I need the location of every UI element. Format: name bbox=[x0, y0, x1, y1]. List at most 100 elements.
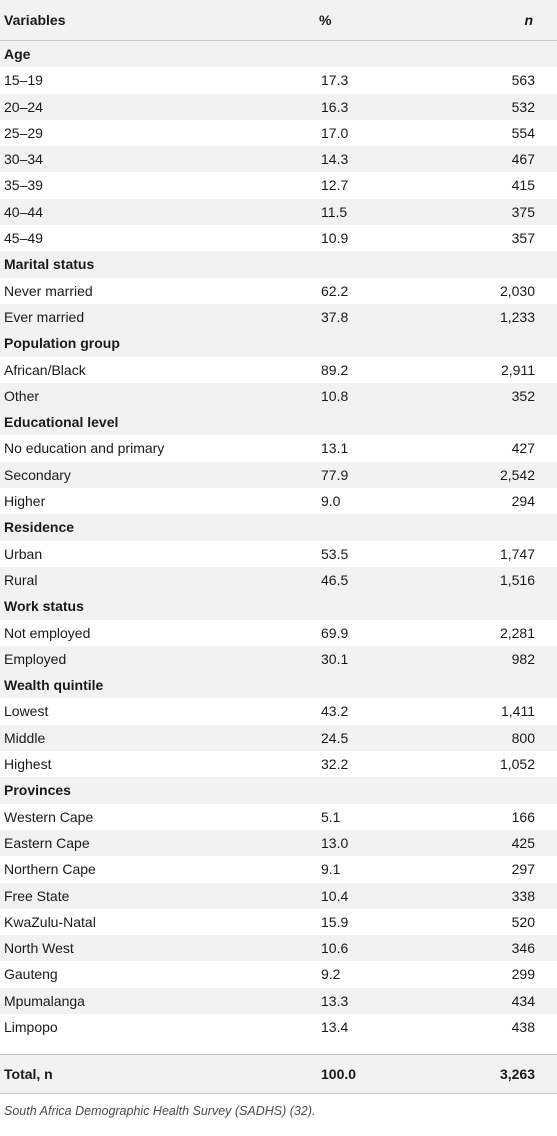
table-row: Mpumalanga 13.3 434 bbox=[0, 987, 557, 1014]
table-header-row: Variables % n bbox=[0, 0, 557, 41]
row-n: 2,281 bbox=[499, 624, 535, 641]
row-percent: 69.9 bbox=[321, 624, 349, 641]
spacer-cell bbox=[0, 1040, 557, 1056]
header-variables: Variables bbox=[0, 0, 215, 41]
table-row: Not employed 69.9 2,281 bbox=[0, 620, 557, 646]
row-percent: 10.4 bbox=[215, 882, 375, 909]
table-row: Rural 46.5 1,516 bbox=[0, 566, 557, 594]
row-n: 563 bbox=[511, 72, 535, 89]
group-label: Educational level bbox=[0, 409, 557, 436]
row-n: 338 bbox=[375, 882, 557, 909]
row-percent: 37.8 bbox=[215, 303, 375, 331]
row-n: 346 bbox=[375, 935, 557, 962]
row-variable: Eastern Cape bbox=[0, 829, 215, 857]
row-percent: 11.5 bbox=[215, 198, 375, 226]
row-n: 554 bbox=[511, 124, 535, 141]
table-row: African/Black 89.2 2,911 bbox=[0, 357, 557, 383]
group-row: Educational level bbox=[0, 409, 557, 436]
row-percent: 14.3 bbox=[215, 146, 375, 173]
row-n: 434 bbox=[375, 987, 557, 1014]
row-percent: 10.6 bbox=[215, 935, 375, 962]
row-n: 294 bbox=[511, 493, 535, 510]
table-row: Never married 62.2 2,030 bbox=[0, 278, 557, 304]
row-n: 297 bbox=[511, 861, 535, 878]
row-n: 2,030 bbox=[499, 282, 535, 299]
row-percent: 9.0 bbox=[321, 493, 341, 510]
total-label: Total, n bbox=[0, 1054, 215, 1095]
row-variable: Ever married bbox=[0, 303, 215, 331]
row-variable: Not employed bbox=[4, 624, 91, 641]
spacer-row bbox=[0, 1040, 557, 1056]
table-row: Urban 53.5 1,747 bbox=[0, 541, 557, 567]
row-n: 1,747 bbox=[499, 545, 535, 562]
row-variable: 15–19 bbox=[4, 72, 43, 89]
header-n: n bbox=[375, 0, 557, 41]
group-row: Work status bbox=[0, 593, 557, 620]
table-footnote: South Africa Demographic Health Survey (… bbox=[4, 1104, 316, 1119]
row-n: 520 bbox=[511, 913, 535, 930]
row-variable: Higher bbox=[4, 493, 46, 510]
table-row: Gauteng 9.2 299 bbox=[0, 961, 557, 987]
row-n: 1,411 bbox=[501, 703, 535, 720]
row-variable: Mpumalanga bbox=[0, 987, 215, 1014]
row-percent: 10.9 bbox=[321, 230, 349, 247]
table-row: 20–24 16.3 532 bbox=[0, 93, 557, 120]
row-percent: 15.9 bbox=[321, 913, 349, 930]
group-label: Age bbox=[0, 40, 557, 68]
group-label: Work status bbox=[0, 593, 557, 620]
table-row: KwaZulu-Natal 15.9 520 bbox=[0, 909, 557, 935]
row-variable: Limpopo bbox=[4, 1018, 58, 1035]
row-percent: 5.1 bbox=[321, 808, 341, 825]
group-row: Population group bbox=[0, 330, 557, 357]
row-variable: North West bbox=[0, 935, 215, 962]
table-row: Eastern Cape 13.0 425 bbox=[0, 829, 557, 857]
row-percent: 30.1 bbox=[215, 645, 375, 673]
row-variable: 25–29 bbox=[4, 124, 43, 141]
group-row: Residence bbox=[0, 514, 557, 541]
table-body: Age 15–19 17.3 563 20–24 16.3 532 25–29 17.0 554 3… bbox=[0, 40, 557, 1095]
row-variable: Highest bbox=[4, 756, 52, 773]
row-n: 1,516 bbox=[375, 566, 557, 594]
table-row: Western Cape 5.1 166 bbox=[0, 804, 557, 830]
row-percent: 77.9 bbox=[215, 461, 375, 489]
table-row: Highest 32.2 1,052 bbox=[0, 751, 557, 777]
group-row: Wealth quintile bbox=[0, 672, 557, 699]
row-variable: 30–34 bbox=[0, 146, 215, 173]
row-n: 982 bbox=[375, 645, 557, 673]
row-n: 415 bbox=[511, 177, 535, 194]
total-n: 3,263 bbox=[375, 1054, 557, 1095]
table-row: 25–29 17.0 554 bbox=[0, 120, 557, 146]
row-variable: Middle bbox=[0, 724, 215, 752]
row-variable: Lowest bbox=[4, 703, 49, 720]
row-variable: Urban bbox=[4, 545, 43, 562]
header-percent: % bbox=[215, 0, 375, 41]
row-variable: 35–39 bbox=[4, 177, 43, 194]
row-variable: Other bbox=[0, 382, 215, 410]
row-percent: 16.3 bbox=[215, 93, 375, 120]
table-row: Limpopo 13.4 438 bbox=[0, 1014, 557, 1040]
row-variable: Secondary bbox=[0, 461, 215, 489]
table-row: Free State 10.4 338 bbox=[0, 882, 557, 909]
table-row: Higher 9.0 294 bbox=[0, 488, 557, 514]
row-percent: 89.2 bbox=[321, 361, 349, 378]
group-label: Residence bbox=[0, 514, 557, 541]
row-percent: 13.1 bbox=[321, 440, 349, 457]
row-percent: 17.0 bbox=[321, 124, 349, 141]
row-n: 299 bbox=[511, 966, 535, 983]
row-variable: Free State bbox=[0, 882, 215, 909]
group-label: Population group bbox=[0, 330, 557, 357]
row-percent: 13.0 bbox=[215, 829, 375, 857]
row-percent: 62.2 bbox=[321, 282, 349, 299]
row-percent: 10.8 bbox=[215, 382, 375, 410]
table-row: 35–39 12.7 415 bbox=[0, 172, 557, 198]
row-percent: 13.4 bbox=[321, 1018, 349, 1035]
row-n: 800 bbox=[375, 724, 557, 752]
group-row: Age bbox=[0, 40, 557, 68]
row-variable: Western Cape bbox=[4, 808, 94, 825]
table-row: Lowest 43.2 1,411 bbox=[0, 698, 557, 724]
table-row: Secondary 77.9 2,542 bbox=[0, 461, 557, 489]
table-row: North West 10.6 346 bbox=[0, 935, 557, 962]
table-row: 15–19 17.3 563 bbox=[0, 67, 557, 93]
row-variable: Northern Cape bbox=[4, 861, 96, 878]
table-row: Employed 30.1 982 bbox=[0, 645, 557, 673]
